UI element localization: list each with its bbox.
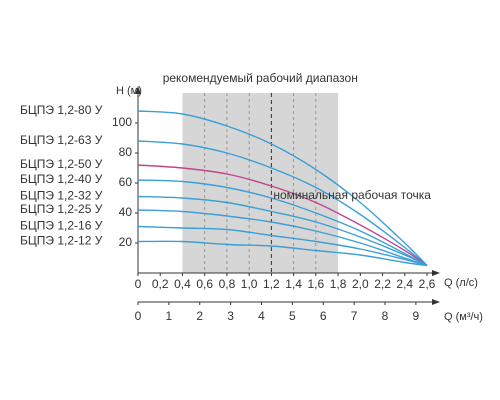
- legend-label: БЦПЭ 1,2-80 У: [20, 103, 103, 117]
- legend-label: БЦПЭ 1,2-16 У: [20, 219, 103, 233]
- y-tick-label: 40: [119, 205, 133, 219]
- x2-tick-label: 2: [196, 309, 203, 323]
- y-tick-label: 60: [119, 175, 133, 189]
- curve: [137, 240, 428, 267]
- y-axis-label: H (м): [116, 85, 142, 97]
- x2-tick-label: 1: [166, 309, 173, 323]
- x-tick-label: 1,8: [330, 277, 347, 291]
- curve: [137, 110, 428, 266]
- x-tick-label: 1,6: [308, 277, 325, 291]
- x2-tick-label: 9: [413, 309, 420, 323]
- legend-label: БЦПЭ 1,2-12 У: [20, 234, 103, 248]
- x-tick-label: 2,6: [419, 277, 436, 291]
- legend-label: БЦПЭ 1,2-25 У: [20, 202, 103, 216]
- x-arrow: [432, 270, 440, 276]
- x2-tick-label: 8: [382, 309, 389, 323]
- legend-label: БЦПЭ 1,2-63 У: [20, 133, 103, 147]
- x-tick-label: 1,2: [263, 277, 280, 291]
- x2-arrow: [432, 299, 440, 305]
- y-arrow: [135, 86, 141, 94]
- x2-tick-label: 0: [135, 309, 142, 323]
- x-tick-label: 2,4: [396, 277, 413, 291]
- legend-label: БЦПЭ 1,2-40 У: [20, 172, 103, 186]
- x-tick-label: 1,4: [285, 277, 302, 291]
- x-tick-label: 0,2: [152, 277, 169, 291]
- curve: [137, 209, 428, 267]
- nominal-label: номинальная рабочая точка: [273, 188, 431, 202]
- x-tick-label: 2,0: [352, 277, 369, 291]
- legend-label: БЦПЭ 1,2-32 У: [20, 189, 103, 203]
- x-tick-label: 0: [135, 277, 142, 291]
- x2-tick-label: 3: [227, 309, 234, 323]
- x2-tick-label: 7: [351, 309, 358, 323]
- curve: [137, 140, 428, 267]
- x-axis-label: Q (л/с): [444, 277, 478, 289]
- curve: [137, 179, 428, 267]
- y-tick-label: 20: [119, 235, 133, 249]
- legend-label: БЦПЭ 1,2-50 У: [20, 157, 103, 171]
- x2-tick-label: 4: [258, 309, 265, 323]
- x2-tick-label: 5: [289, 309, 296, 323]
- curve: [137, 195, 428, 267]
- curve: [137, 164, 428, 267]
- x-tick-label: 0,6: [196, 277, 213, 291]
- y-tick-label: 100: [112, 115, 132, 129]
- curve: [137, 225, 428, 267]
- x2-axis-label: Q (м³/ч): [444, 311, 483, 323]
- range-label: рекомендуемый рабочий диапазон: [163, 71, 358, 85]
- x-tick-label: 0,8: [219, 277, 236, 291]
- y-tick-label: 80: [119, 145, 133, 159]
- x2-tick-label: 6: [320, 309, 327, 323]
- x-tick-label: 1,0: [241, 277, 258, 291]
- x-tick-label: 0,4: [174, 277, 191, 291]
- x-tick-label: 2,2: [374, 277, 391, 291]
